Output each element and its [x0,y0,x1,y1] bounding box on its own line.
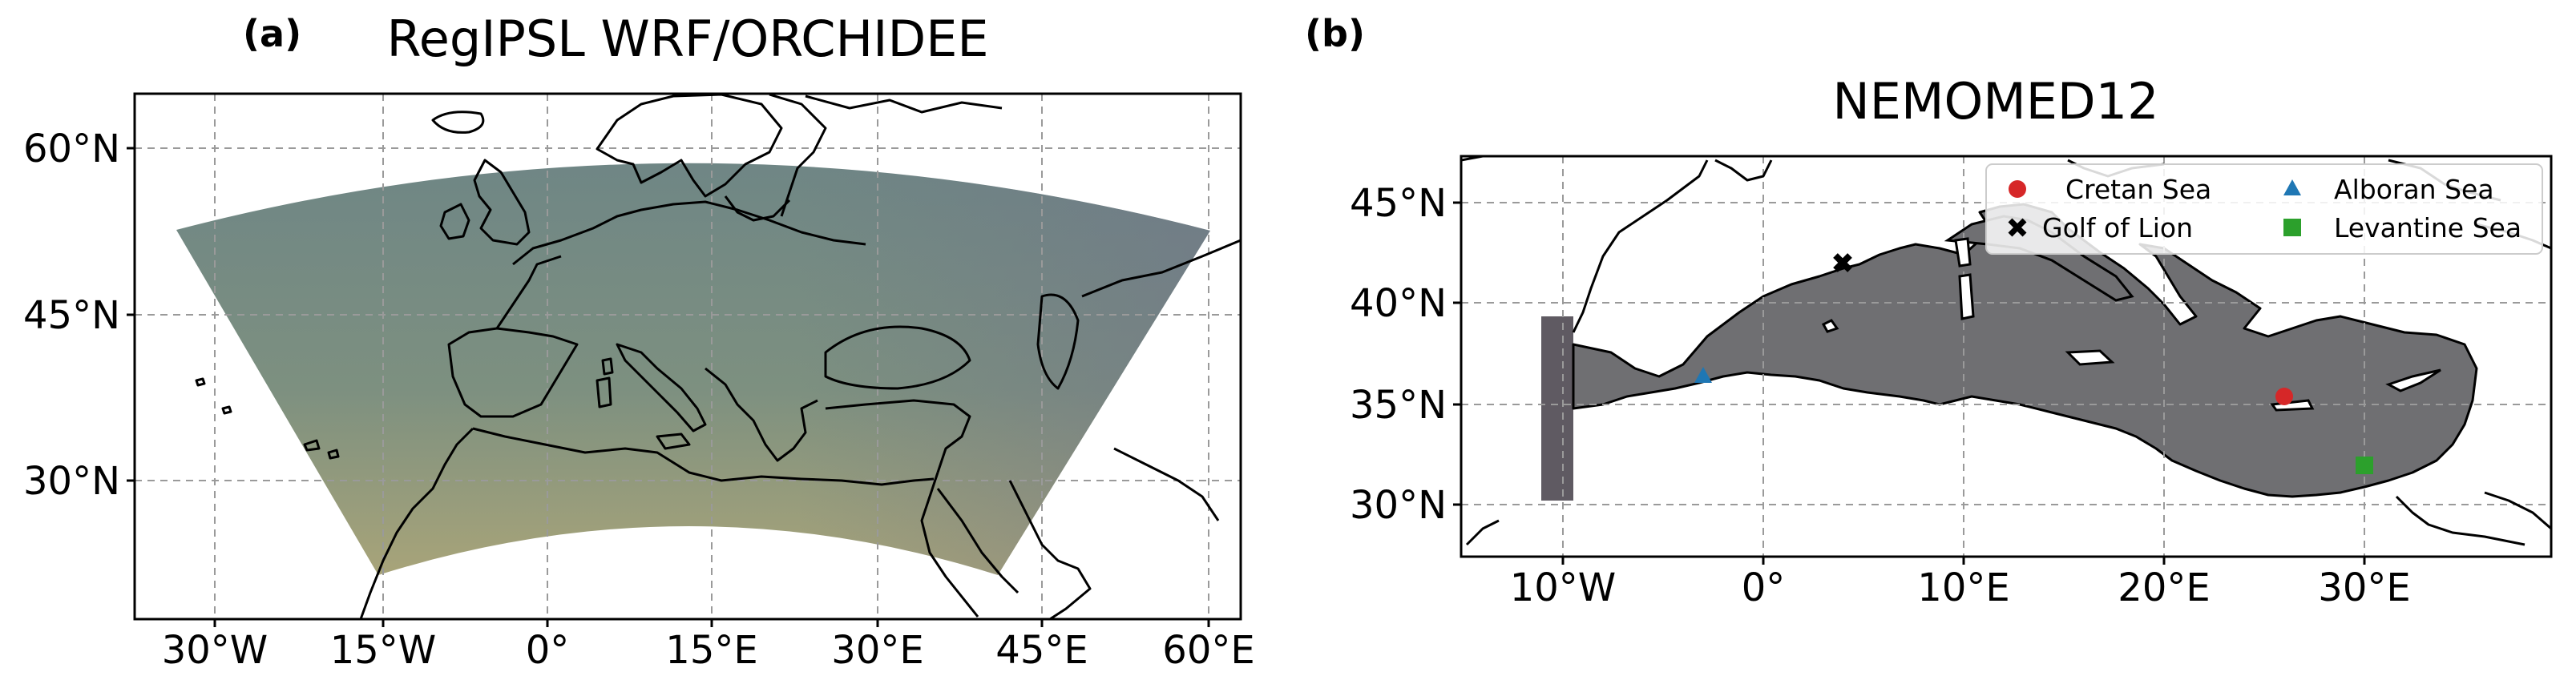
legend-x-icon [2008,218,2027,237]
panel-a: (a) RegIPSL WRF/ORCHIDEE [23,10,1255,673]
panel-b-ytick: 35°N [1350,383,1447,428]
panel-a-title: RegIPSL WRF/ORCHIDEE [386,10,988,68]
panel-a-label: (a) [243,12,301,55]
legend: Cretan Sea Golf of Lion Alboran Sea Leva… [1985,163,2543,255]
panel-b-islands [1821,237,2441,412]
panel-a-xtick: 30°E [831,628,923,673]
panel-a-xtick: 60°E [1162,628,1254,673]
alboran-sea-marker [1694,367,1712,383]
panel-a-xtick: 0° [526,628,570,673]
panel-a-xtick: 45°E [995,628,1088,673]
legend-entry: Golf of Lion [2042,212,2193,243]
panel-b-xtick: 10°E [1917,565,2009,610]
panel-a-xtick: 15°W [330,628,437,673]
panel-b-xtick: 30°E [2318,565,2410,610]
levantine-sea-marker [2356,457,2373,474]
panel-b: (b) NEMOMED12 [1305,12,2553,610]
panel-a-frame [133,92,1242,621]
legend-triangle-icon [2283,179,2301,195]
atlantic-buffer-zone [1541,316,1573,501]
panel-b-label: (b) [1305,12,1365,55]
panel-b-x-tick-labels: 10°W 0° 10°E 20°E 30°E [1510,565,2411,610]
legend-entry: Alboran Sea [2334,174,2494,205]
panel-b-y-tick-labels: 45°N 40°N 35°N 30°N [1350,181,1447,528]
legend-entry: Cretan Sea [2065,174,2211,205]
panel-a-gridlines [135,94,1241,619]
golf-of-lion-marker [1833,253,1852,272]
panel-a-ytick: 30°N [23,459,120,504]
mediterranean-sea [1572,203,2478,498]
legend-square-icon [2283,219,2301,236]
panel-b-frame [1460,155,2553,558]
panel-b-ytick: 30°N [1350,483,1447,528]
panel-a-xtick: 30°W [162,628,269,673]
panel-a-xtick: 15°E [665,628,757,673]
panel-b-xtick: 20°E [2118,565,2210,610]
cretan-sea-marker [2275,388,2293,405]
panel-b-ytick: 40°N [1350,281,1447,326]
panel-b-xtick: 0° [1742,565,1786,610]
panel-a-map [135,94,1241,619]
panel-b-xtick: 10°W [1510,565,1617,610]
station-markers [1694,253,2373,474]
panel-b-ytick: 45°N [1350,181,1447,226]
panel-a-ytick: 45°N [23,293,120,338]
panel-a-tick-marks [127,147,1210,627]
panel-b-title: NEMOMED12 [1832,72,2158,131]
panel-a-coastlines [195,94,1241,619]
panel-a-ytick: 60°N [23,127,120,171]
panel-a-x-tick-labels: 30°W 15°W 0° 15°E 30°E 45°E 60°E [162,628,1255,673]
panel-a-y-tick-labels: 60°N 45°N 30°N [23,127,120,504]
panel-b-tick-marks [1453,201,2366,565]
legend-circle-icon [2009,180,2026,198]
legend-entry: Levantine Sea [2334,212,2521,243]
